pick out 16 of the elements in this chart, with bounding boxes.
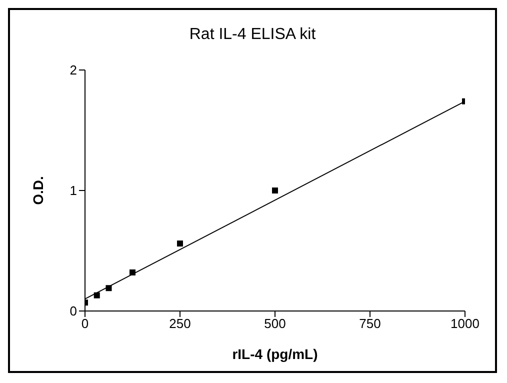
y-tick-label: 1 <box>70 183 77 198</box>
point <box>177 240 183 247</box>
x-tick-label: 0 <box>81 316 89 332</box>
x-tick-label: 250 <box>169 316 191 332</box>
point <box>106 285 112 292</box>
y-tick-label: 0 <box>70 304 77 319</box>
point <box>94 292 100 298</box>
x-tick-label: 500 <box>264 316 286 332</box>
y-tick-label: 2 <box>70 62 77 78</box>
x-tick-label: 750 <box>359 316 381 332</box>
x-tick-label: 1000 <box>450 316 480 332</box>
x-axis-title: rIL-4 (pg/mL) <box>232 346 318 362</box>
point <box>130 269 136 276</box>
chart-title: Rat IL-4 ELISA kit <box>188 26 317 44</box>
point <box>272 188 278 194</box>
y-axis-title: O.D. <box>30 176 46 205</box>
